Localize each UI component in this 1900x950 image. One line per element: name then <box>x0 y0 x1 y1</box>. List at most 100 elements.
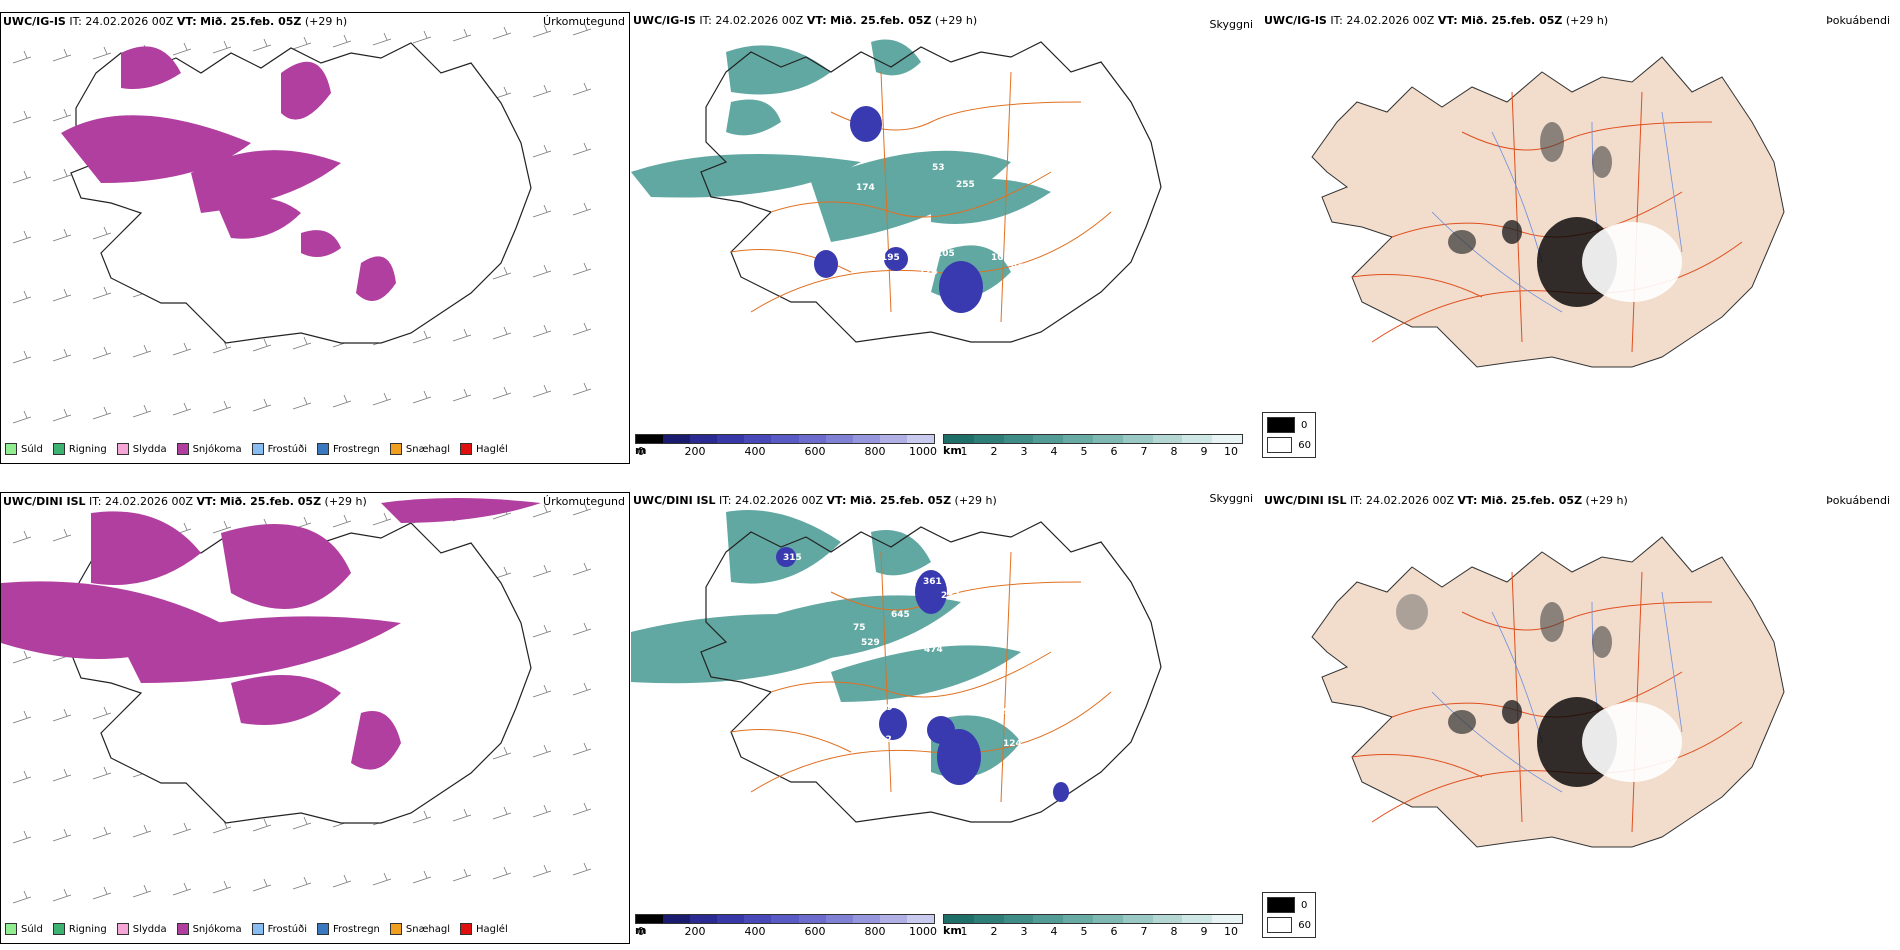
visibility-value: 96 <box>1011 717 1024 727</box>
barb <box>572 202 592 216</box>
colorbar-cells <box>635 434 935 444</box>
panel-type-label: Þokuábendi <box>1826 494 1890 507</box>
colorbar-unit: km <box>943 444 962 457</box>
barb <box>252 38 272 52</box>
snow-area <box>301 230 341 257</box>
roads <box>730 551 1112 803</box>
legend-item: Snæhagl <box>389 923 450 935</box>
visibility-value: 53 <box>932 163 945 173</box>
visibility-value: 124 <box>919 267 938 277</box>
fog-area <box>1448 230 1476 254</box>
fog-area <box>1582 222 1682 302</box>
fog-key-row: 0 <box>1267 897 1311 913</box>
visibility-value: 529 <box>861 638 880 648</box>
barb <box>492 746 512 760</box>
barb <box>12 410 32 424</box>
visibility-value: 232 <box>941 591 960 601</box>
fog-key: 0 60 <box>1262 412 1316 458</box>
legend-swatch <box>52 443 65 455</box>
barb <box>92 286 112 300</box>
colorbar-unit: m <box>635 924 647 937</box>
barb <box>52 228 72 242</box>
barb <box>572 82 592 96</box>
road <box>730 729 852 753</box>
legend-swatch <box>176 443 189 455</box>
barb <box>12 890 32 904</box>
legend-swatch <box>389 443 402 455</box>
barb <box>532 624 552 638</box>
barb <box>132 884 152 898</box>
low-vis-area <box>850 106 882 142</box>
barb <box>332 874 352 888</box>
legend-item: Snæhagl <box>389 443 450 455</box>
legend-item: Súld <box>5 923 43 935</box>
fog-key-swatch <box>1267 917 1293 933</box>
precip-map <box>1 498 592 904</box>
barb <box>92 226 112 240</box>
snow-area <box>221 524 351 609</box>
panel-title: UWC/IG-IS IT: 24.02.2026 00Z VT: Mið. 25… <box>3 15 348 28</box>
barb <box>252 338 272 352</box>
barb <box>252 878 272 892</box>
river <box>1661 591 1683 733</box>
barb <box>572 262 592 276</box>
barb <box>212 520 232 534</box>
visibility-value: 157 <box>931 127 950 137</box>
colorbar-ticks: 0 200 400 600 800 1000 <box>637 445 938 458</box>
barb <box>92 826 112 840</box>
panel-type-label: Skyggni <box>1209 18 1253 31</box>
barb <box>532 504 552 518</box>
barb <box>172 402 192 416</box>
teal-area <box>811 150 1011 242</box>
panel-title: UWC/DINI ISL IT: 24.02.2026 00Z VT: Mið.… <box>3 495 367 508</box>
barb <box>172 882 192 896</box>
low-vis-area <box>915 570 947 614</box>
barb <box>52 168 72 182</box>
low-vis-area <box>879 708 907 740</box>
river <box>1491 611 1543 743</box>
visibility-value: 96 <box>1011 263 1024 273</box>
fog-area <box>1502 220 1522 244</box>
legend-item: Haglél <box>460 443 508 455</box>
barb <box>292 36 312 50</box>
barb <box>492 326 512 340</box>
barb <box>12 290 32 304</box>
legend-swatch <box>460 923 473 935</box>
barb <box>572 142 592 156</box>
barb <box>132 404 152 418</box>
low-vis-area <box>939 261 983 313</box>
low-vis-areas <box>814 106 983 313</box>
panel-title: UWC/IG-IS IT: 24.02.2026 00Z VT: Mið. 25… <box>633 14 978 27</box>
barb <box>12 50 32 64</box>
colorbar-ticks: 1 2 3 4 5 6 7 8 9 10 <box>960 925 1239 938</box>
visibility-value: 315 <box>783 553 802 563</box>
teal-area <box>631 154 861 198</box>
road <box>750 211 1112 313</box>
barb <box>532 744 552 758</box>
barb <box>532 264 552 278</box>
barb <box>372 872 392 886</box>
panel-type-label: Þokuábendi <box>1826 14 1890 27</box>
barb <box>52 348 72 362</box>
barb <box>52 708 72 722</box>
barb <box>412 30 432 44</box>
colorbar-ticks: 1 2 3 4 5 6 7 8 9 10 <box>960 445 1239 458</box>
legend-item: Súld <box>5 443 43 455</box>
visibility-colorbar-km: 1 2 3 4 5 6 7 8 9 10 km <box>943 914 1243 938</box>
legend-swatch <box>317 443 329 455</box>
teal-area <box>931 178 1051 224</box>
road <box>1631 91 1643 353</box>
river <box>1431 691 1563 793</box>
colorbar-ticks: 0 200 400 600 800 1000 <box>637 925 938 938</box>
barb <box>12 110 32 124</box>
barb <box>372 512 392 526</box>
barb <box>412 390 432 404</box>
barb <box>572 382 592 396</box>
visibility-value: 124 <box>1003 739 1022 749</box>
barb <box>492 866 512 880</box>
barb <box>572 562 592 576</box>
barb <box>412 330 432 344</box>
barb <box>12 170 32 184</box>
barb <box>12 770 32 784</box>
